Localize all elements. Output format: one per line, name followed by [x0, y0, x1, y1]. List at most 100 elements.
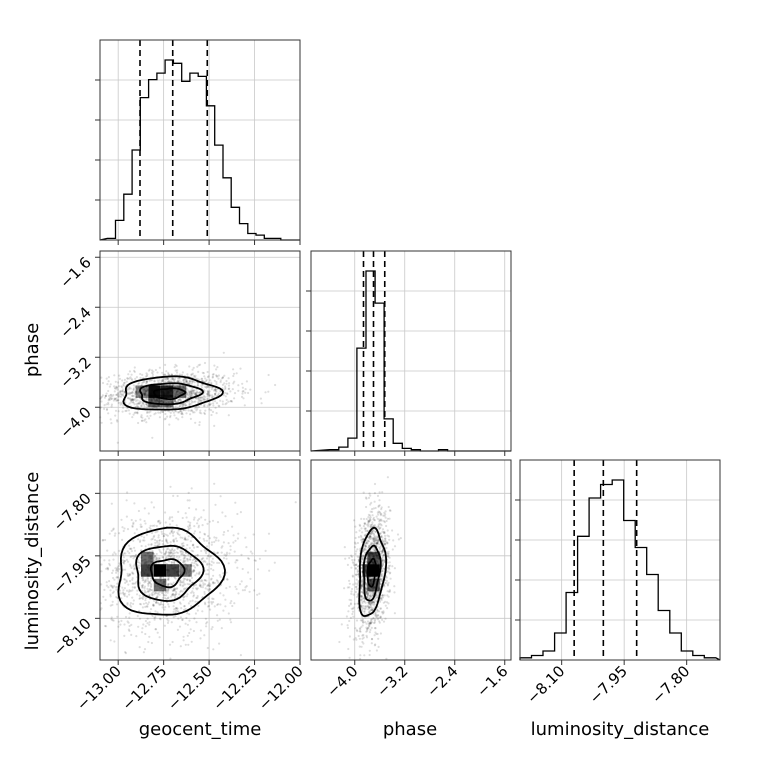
sample-point: [130, 555, 133, 558]
sample-point: [169, 541, 172, 544]
sample-point: [208, 392, 211, 395]
sample-point: [209, 379, 212, 382]
sample-point: [188, 400, 191, 403]
sample-point: [229, 545, 232, 548]
sample-point: [182, 554, 185, 557]
sample-point: [356, 630, 359, 633]
sample-point: [196, 384, 200, 387]
sample-point: [182, 598, 185, 601]
sample-point: [373, 492, 376, 495]
sample-point: [162, 373, 165, 376]
sample-point: [138, 602, 142, 606]
sample-point: [135, 386, 138, 389]
sample-point: [361, 600, 364, 603]
sample-point: [177, 529, 180, 532]
sample-point: [137, 538, 140, 541]
sample-point: [132, 388, 135, 391]
sample-point: [164, 417, 167, 420]
sample-point: [164, 412, 167, 416]
sample-point: [145, 382, 148, 385]
sample-point: [110, 422, 113, 425]
sample-point: [354, 590, 357, 594]
sample-point: [194, 600, 197, 603]
sample-point: [104, 598, 107, 602]
sample-point: [197, 391, 200, 394]
sample-point: [240, 395, 244, 398]
sample-point: [375, 537, 378, 540]
sample-point: [377, 540, 380, 543]
sample-point: [194, 421, 197, 424]
sample-point: [120, 395, 123, 398]
sample-point: [225, 557, 228, 560]
sample-point: [206, 395, 209, 398]
sample-point: [372, 600, 375, 603]
sample-point: [233, 397, 236, 400]
sample-point: [268, 569, 271, 572]
sample-point: [187, 520, 190, 523]
sample-point: [114, 398, 117, 401]
sample-point: [222, 541, 225, 544]
sample-point: [205, 386, 208, 389]
sample-point: [172, 593, 175, 596]
sample-point: [353, 519, 356, 522]
sample-point: [210, 541, 214, 544]
sample-point: [140, 414, 143, 417]
sample-point: [192, 391, 195, 394]
sample-point: [193, 570, 196, 573]
sample-point: [158, 522, 161, 525]
sample-point: [131, 394, 134, 398]
sample-point: [172, 411, 175, 414]
sample-point: [127, 590, 130, 593]
sample-point: [189, 380, 192, 383]
sample-point: [224, 598, 227, 601]
sample-point: [174, 615, 177, 618]
sample-point: [369, 622, 372, 625]
sample-point: [357, 580, 360, 583]
sample-point: [123, 578, 126, 581]
sample-point: [132, 394, 135, 398]
sample-point: [149, 379, 152, 382]
sample-point: [352, 638, 355, 641]
sample-point: [173, 587, 176, 590]
sample-point: [345, 615, 348, 618]
xlabel-0: geocent_time: [139, 719, 262, 740]
contour-level-3: [122, 375, 224, 411]
sample-point: [176, 369, 179, 372]
xlabel-luminosity-distance: luminosity_distance: [531, 719, 710, 740]
sample-point: [171, 592, 174, 596]
sample-point: [111, 586, 114, 589]
sample-point: [118, 374, 121, 377]
sample-point: [366, 529, 369, 533]
sample-point: [154, 592, 157, 595]
sample-point: [364, 527, 367, 530]
sample-point: [207, 535, 210, 538]
sample-point: [132, 539, 135, 542]
sample-point: [198, 584, 201, 587]
sample-point: [172, 605, 175, 608]
sample-point: [125, 580, 128, 583]
sample-point: [100, 400, 103, 403]
sample-point: [369, 533, 372, 536]
sample-point: [174, 595, 177, 598]
sample-point: [203, 601, 207, 604]
sample-point: [367, 521, 370, 525]
sample-point: [379, 577, 382, 580]
sample-point: [122, 553, 125, 556]
sample-point: [384, 539, 387, 542]
sample-point: [236, 537, 239, 540]
sample-point: [190, 391, 193, 394]
sample-point: [186, 634, 189, 637]
sample-point: [168, 517, 171, 521]
sample-point: [208, 585, 211, 588]
sample-point: [111, 591, 114, 595]
sample-point: [369, 622, 372, 625]
sample-point: [378, 610, 381, 613]
sample-point: [158, 558, 161, 561]
sample-point: [152, 590, 155, 594]
sample-point: [159, 576, 162, 579]
sample-point: [205, 625, 208, 628]
sample-point: [376, 618, 379, 621]
sample-point: [363, 522, 366, 525]
sample-point: [355, 585, 358, 588]
sample-point: [210, 388, 213, 391]
